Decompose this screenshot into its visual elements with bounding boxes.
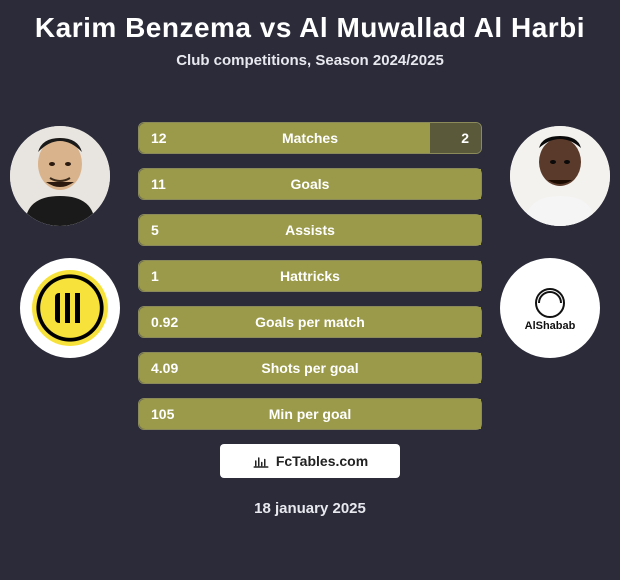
alshabab-badge-icon: AlShabab <box>515 273 585 343</box>
source-label: FcTables.com <box>276 453 368 469</box>
stat-metric-label: Assists <box>139 215 481 245</box>
stat-row: 11Goals <box>138 168 482 200</box>
chart-icon <box>252 452 270 470</box>
player-right-club-badge: AlShabab <box>500 258 600 358</box>
stat-row: 5Assists <box>138 214 482 246</box>
stat-metric-label: Goals per match <box>139 307 481 337</box>
stat-metric-label: Hattricks <box>139 261 481 291</box>
player-left-silhouette <box>10 126 110 226</box>
player-left-avatar <box>10 126 110 226</box>
comparison-rows: 12Matches2 11Goals 5Assists 1Hattricks 0.92G… <box>138 122 482 444</box>
player-right-avatar <box>510 126 610 226</box>
stat-row: 1Hattricks <box>138 260 482 292</box>
source-badge: FcTables.com <box>220 444 400 478</box>
stat-metric-label: Goals <box>139 169 481 199</box>
stat-value-right: 2 <box>461 123 469 153</box>
page-subtitle: Club competitions, Season 2024/2025 <box>0 52 620 69</box>
page-title: Karim Benzema vs Al Muwallad Al Harbi <box>0 0 620 44</box>
ittihad-badge-icon <box>32 270 108 346</box>
stat-metric-label: Shots per goal <box>139 353 481 383</box>
stat-row: 0.92Goals per match <box>138 306 482 338</box>
stat-row: 12Matches2 <box>138 122 482 154</box>
date-label: 18 january 2025 <box>0 500 620 517</box>
stat-row: 105Min per goal <box>138 398 482 430</box>
svg-text:AlShabab: AlShabab <box>525 320 576 332</box>
stat-metric-label: Matches <box>139 123 481 153</box>
stat-metric-label: Min per goal <box>139 399 481 429</box>
player-left-club-badge <box>20 258 120 358</box>
stat-row: 4.09Shots per goal <box>138 352 482 384</box>
player-right-silhouette <box>510 126 610 226</box>
